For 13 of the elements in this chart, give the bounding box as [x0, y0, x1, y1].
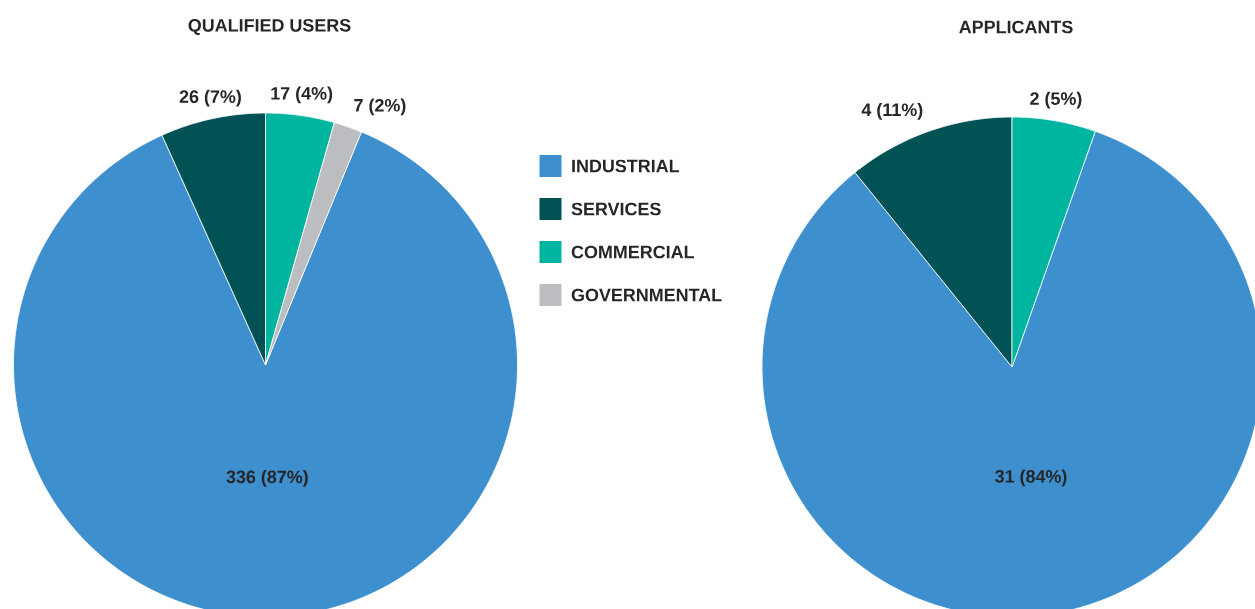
data-label: 336 (87%) [226, 470, 308, 487]
legend-label: SERVICES [571, 202, 661, 216]
chart-title: QUALIFIED USERS [188, 18, 351, 36]
data-label: 2 (5%) [1030, 91, 1082, 109]
data-label: 4 (11%) [861, 102, 923, 120]
chart-title: APPLICANTS [959, 20, 1073, 34]
legend-label: COMMERCIAL [571, 245, 694, 259]
data-label: 17 (4%) [271, 86, 333, 104]
data-label: 31 (84%) [995, 469, 1067, 487]
data-label: 26 (7%) [179, 89, 241, 107]
legend-label: GOVERNMENTAL [571, 288, 722, 302]
data-label: 7 (2%) [354, 98, 406, 116]
legend-label: INDUSTRIAL [572, 159, 680, 173]
